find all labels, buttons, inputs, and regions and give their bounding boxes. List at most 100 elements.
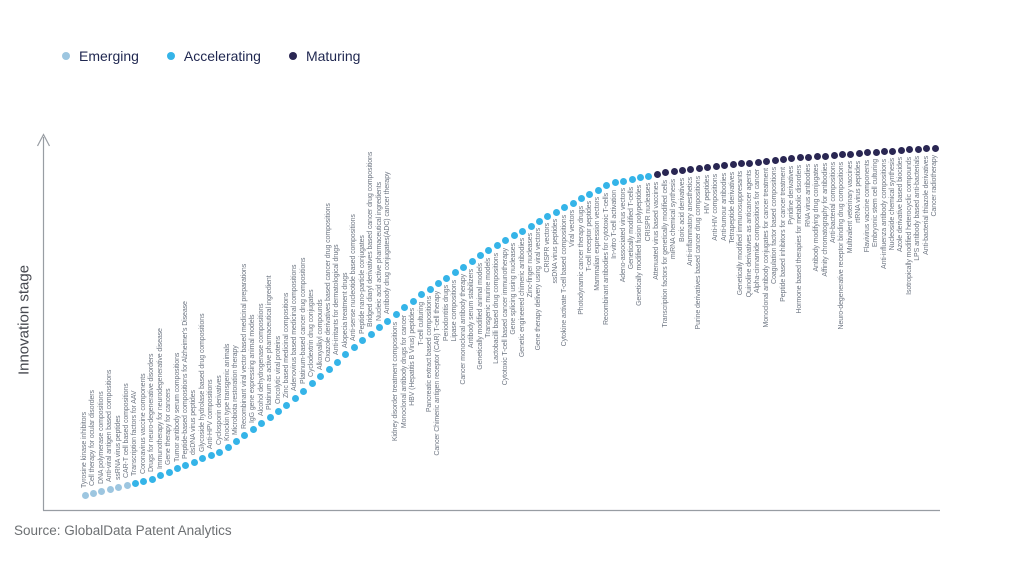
point-label: Transcription factors for AAV xyxy=(131,390,139,477)
point-label: Anti-viral antigen based compositions xyxy=(106,369,114,483)
data-point xyxy=(89,489,97,497)
data-point xyxy=(931,144,939,152)
data-point xyxy=(578,195,586,203)
data-point xyxy=(670,168,678,176)
point-label: CAR-T cell based compositions xyxy=(123,383,131,479)
point-label: Antibody drug conjugates(ADC) cancer the… xyxy=(383,171,391,315)
point-label: Tyrosine kinase inhibitors xyxy=(81,412,88,488)
data-point xyxy=(721,162,729,170)
point-label: Genetically modified T-cells xyxy=(628,186,636,269)
point-label: Multivalent veterinary vaccines xyxy=(846,161,854,254)
point-label: Embryonic stem cell culturing xyxy=(872,159,880,248)
point-label: Drugs for neuro-degenerative disorders xyxy=(148,353,156,473)
point-label: ssDNA virus peptides xyxy=(552,219,560,284)
data-point xyxy=(174,465,182,473)
data-point xyxy=(460,263,468,271)
point-label: Anti-influenza antibody compositions xyxy=(880,158,888,269)
legend-item-maturing: Maturing xyxy=(288,48,360,64)
point-label: T-cell receptor peptides xyxy=(585,201,593,272)
point-label: Recombinant antibodies for cytotoxic T-c… xyxy=(602,192,610,325)
data-point xyxy=(805,153,813,161)
data-point xyxy=(796,154,804,162)
data-point xyxy=(140,477,148,485)
point-label: DNA polymerase compositions xyxy=(97,391,105,485)
data-point xyxy=(594,186,602,194)
legend-dot-icon xyxy=(288,52,297,60)
data-point xyxy=(359,337,367,345)
data-point xyxy=(98,487,106,495)
point-label: Periodontitis drugs xyxy=(442,285,450,342)
point-label: Peptide based inhibitors for cancer trea… xyxy=(779,166,787,302)
data-point xyxy=(502,237,510,245)
data-point xyxy=(620,177,628,185)
data-point xyxy=(830,151,838,159)
point-label: Pyridine derivatives xyxy=(787,165,795,225)
data-point xyxy=(409,297,417,305)
data-point xyxy=(510,232,518,240)
data-point xyxy=(813,153,821,161)
data-point xyxy=(81,491,89,499)
data-point xyxy=(914,145,922,153)
data-point xyxy=(434,280,442,288)
point-label: Monoclonal antibody drugs for cancer xyxy=(400,314,408,429)
data-point xyxy=(300,387,308,395)
point-label: Anti-tumour antibodies xyxy=(720,172,728,241)
data-point xyxy=(712,163,720,171)
point-label: Gene splicing using nucleases xyxy=(510,242,518,335)
point-label: Transcription factors for genetically mo… xyxy=(661,179,669,328)
legend-item-accelerating: Accelerating xyxy=(166,48,261,64)
point-label: Alopecia treatment drugs xyxy=(341,272,349,348)
point-label: LPS antibody based anti-bacterials xyxy=(914,156,922,262)
data-point xyxy=(291,394,299,402)
point-label: Bridged diaryl derivatives based cancer … xyxy=(367,152,375,328)
data-point xyxy=(249,426,257,434)
data-point xyxy=(687,166,695,174)
legend-dot-icon xyxy=(166,52,175,60)
data-point xyxy=(106,485,114,493)
point-label: Hormone based therapies for metabolic di… xyxy=(796,164,804,314)
point-label: Alkoxyalkyl compounds xyxy=(316,298,324,370)
data-point xyxy=(258,419,266,427)
point-label: IgG gene expressing animal models xyxy=(249,314,257,423)
data-point xyxy=(451,269,459,277)
point-label: In-vitro T-cell activation xyxy=(611,189,619,259)
point-label: ssRNA virus peptides xyxy=(114,415,122,481)
point-label: Peptide nano-particle conjugates xyxy=(358,235,366,334)
point-label: Isotropically modified heterocyclic comp… xyxy=(905,156,913,295)
data-point xyxy=(182,462,190,470)
data-point xyxy=(392,311,400,319)
point-label: Neuro-degenerative receptor binding drug… xyxy=(838,161,846,330)
data-point xyxy=(519,227,527,235)
data-point xyxy=(780,156,787,164)
point-label: Affinity chromatography for antibodies xyxy=(821,163,829,277)
data-point xyxy=(847,150,855,158)
point-label: Recombinant viral vector based medicinal… xyxy=(240,263,248,429)
data-point xyxy=(611,179,619,187)
data-point xyxy=(131,479,139,487)
data-point xyxy=(367,330,375,338)
data-point xyxy=(544,212,552,220)
data-point xyxy=(561,204,569,212)
data-point xyxy=(897,146,905,154)
point-label: Genetically modified fusion polypeptides xyxy=(636,184,644,306)
point-label: CRISPR vectors xyxy=(543,223,551,274)
data-point xyxy=(493,242,501,250)
data-point xyxy=(157,472,165,480)
point-label: Cyclodextrin drug conjugates xyxy=(308,289,316,377)
point-label: Anti-sense nucleotide based compositions xyxy=(350,213,358,341)
point-label: Cytokine activate T-cell based compositi… xyxy=(560,214,568,347)
data-point xyxy=(376,324,384,332)
data-point xyxy=(190,458,198,466)
data-point xyxy=(603,182,611,190)
data-point xyxy=(485,247,493,255)
point-label: Anti-HPV compositions xyxy=(207,379,215,449)
point-label: Oncolytic viral proteins xyxy=(274,336,282,405)
data-point xyxy=(754,158,762,166)
point-label: Viral vectors xyxy=(569,210,577,248)
data-point xyxy=(645,172,653,180)
point-label: Tumor antibody serum compositions xyxy=(173,352,181,462)
point-label: Cytotoxic T-cell based cancer immunother… xyxy=(501,247,509,386)
